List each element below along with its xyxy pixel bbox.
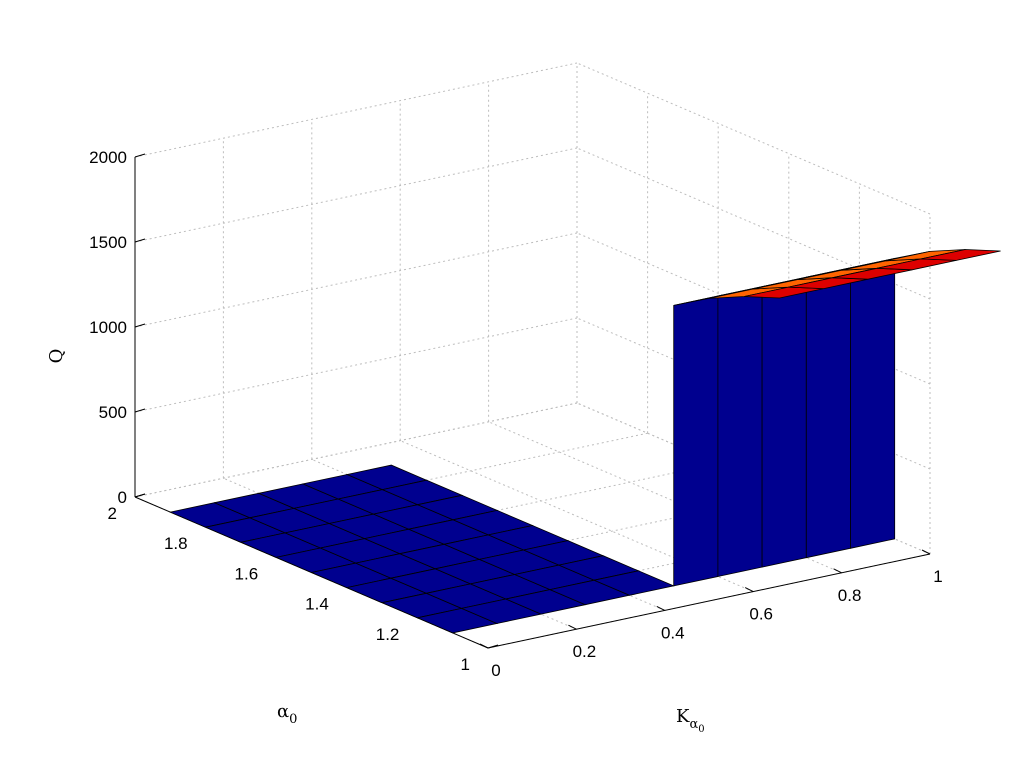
x-tick-label: 1	[933, 567, 942, 586]
x-tick-label: 0.4	[661, 623, 685, 642]
grid-line-side-z	[576, 62, 931, 215]
x-axis-label-base: K	[676, 706, 690, 727]
z-tick-label: 1500	[89, 233, 127, 252]
y-tick-label: 1.6	[235, 564, 259, 583]
y-tick-label: 1.8	[164, 534, 188, 553]
x-tick-mark	[744, 587, 754, 593]
grid-line-back-z	[134, 147, 578, 243]
y-axis-label: α0	[277, 701, 297, 727]
x-tick-mark	[921, 549, 931, 555]
x-tick-label: 0	[491, 661, 500, 680]
x-axis-label-sub: α	[689, 717, 698, 732]
x-tick-label: 0.8	[838, 586, 862, 605]
z-tick-mark	[134, 323, 146, 328]
y-tick-label: 1.2	[376, 625, 400, 644]
x-axis-label: Kα0	[676, 706, 705, 735]
x-tick-label: 0.6	[749, 605, 773, 624]
surface-cell-wall	[850, 257, 896, 549]
grid-line-floor-x	[488, 421, 842, 574]
grid-line-floor-x	[400, 440, 754, 593]
grid-line-back-z	[134, 232, 578, 328]
x-tick-mark	[833, 568, 842, 574]
x-axis-line	[487, 553, 931, 649]
y-tick-label: 1.4	[305, 595, 329, 614]
grid-line-back-z	[134, 62, 578, 158]
tick-labels: 050010001500200011.21.41.61.8200.20.40.6…	[89, 148, 943, 680]
y-tick-mark	[487, 644, 499, 649]
y-tick-mark	[134, 493, 146, 498]
surface	[168, 249, 1001, 634]
z-tick-mark	[134, 153, 146, 158]
y-axis-label-base: α	[277, 701, 289, 722]
x-tick-label: 0.2	[573, 642, 597, 661]
z-tick-label: 500	[99, 403, 127, 422]
z-tick-label: 1000	[89, 318, 127, 337]
z-tick-label: 2000	[89, 148, 127, 167]
surface-cell-wall	[717, 286, 763, 577]
surface-cell-band	[921, 249, 1001, 261]
x-tick-mark	[656, 605, 666, 611]
surface-cell-wall	[673, 295, 719, 587]
y-axis-label-sub: 0	[289, 712, 297, 727]
grid-line-floor-y	[134, 402, 578, 498]
surface-cell-wall	[761, 276, 807, 568]
x-tick-mark	[568, 624, 577, 630]
z-tick-label: 0	[118, 488, 127, 507]
x-axis-label-subsub: 0	[698, 724, 704, 735]
z-axis-label: Q	[46, 349, 67, 364]
y-tick-label: 2	[108, 504, 117, 523]
y-tick-label: 1	[461, 655, 470, 674]
grid-line-back-z	[134, 317, 578, 413]
z-tick-mark	[134, 408, 146, 413]
grid-line-side-z	[576, 147, 931, 300]
z-tick-mark	[134, 238, 146, 243]
x-tick-mark	[479, 643, 489, 649]
surface-cell-wall	[805, 267, 851, 559]
